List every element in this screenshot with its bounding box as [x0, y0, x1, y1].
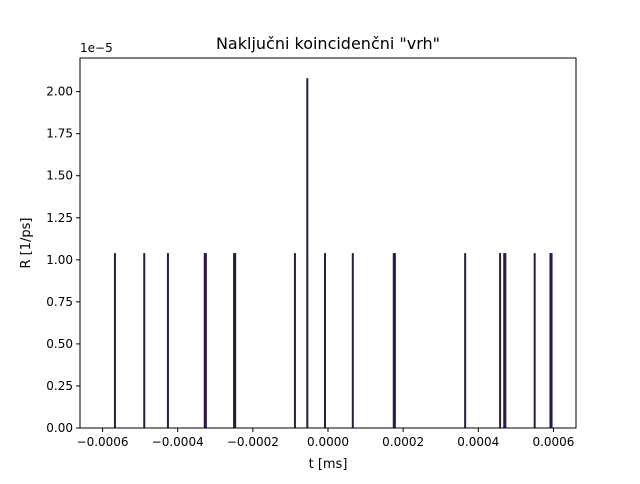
x-ticks: −0.0006 −0.0004 −0.0002 0.0000 0.0002 0.0004 0…	[77, 428, 574, 449]
bar	[166, 253, 169, 428]
bar	[549, 253, 552, 428]
x-axis-label: t [ms]	[309, 457, 348, 472]
bar	[293, 253, 296, 428]
y-ticks: 0.00 0.25 0.50 0.75 1.00 1.25 1.50 1.75 2.00	[46, 85, 80, 435]
x-tick-label: 0.0002	[382, 435, 424, 449]
x-tick-label: −0.0006	[77, 435, 129, 449]
x-tick-label: 0.0006	[532, 435, 574, 449]
bar	[233, 253, 236, 428]
bar	[503, 253, 506, 428]
bar	[392, 253, 395, 428]
bar	[464, 253, 467, 428]
bar	[393, 253, 396, 428]
bar	[234, 253, 237, 428]
bars-group	[113, 78, 553, 428]
chart-title: Naključni koincidenčni "vrh"	[216, 34, 440, 53]
bar	[113, 253, 116, 428]
bar	[351, 253, 354, 428]
bar	[504, 253, 507, 428]
bar	[143, 253, 146, 428]
bar	[499, 253, 502, 428]
y-tick-label: 1.75	[46, 127, 73, 141]
y-tick-label: 1.00	[46, 253, 73, 267]
bar	[323, 253, 326, 428]
bar	[550, 253, 553, 428]
plot-frame	[79, 57, 577, 429]
y-offset-label: 1e−5	[80, 41, 113, 55]
bar	[203, 253, 206, 428]
x-tick-label: 0.0004	[457, 435, 499, 449]
x-tick-label: −0.0004	[152, 435, 204, 449]
y-tick-label: 1.50	[46, 169, 73, 183]
x-tick-label: 0.0000	[307, 435, 349, 449]
y-tick-label: 0.25	[46, 379, 73, 393]
bar	[533, 253, 536, 428]
x-tick-label: −0.0002	[227, 435, 279, 449]
y-tick-label: 0.75	[46, 295, 73, 309]
y-tick-label: 0.00	[46, 421, 73, 435]
y-axis-label: R [1/ps]	[19, 218, 34, 269]
bar	[204, 253, 207, 428]
y-tick-label: 1.25	[46, 211, 73, 225]
y-tick-label: 2.00	[46, 85, 73, 99]
y-tick-label: 0.50	[46, 337, 73, 351]
bar	[306, 78, 309, 428]
